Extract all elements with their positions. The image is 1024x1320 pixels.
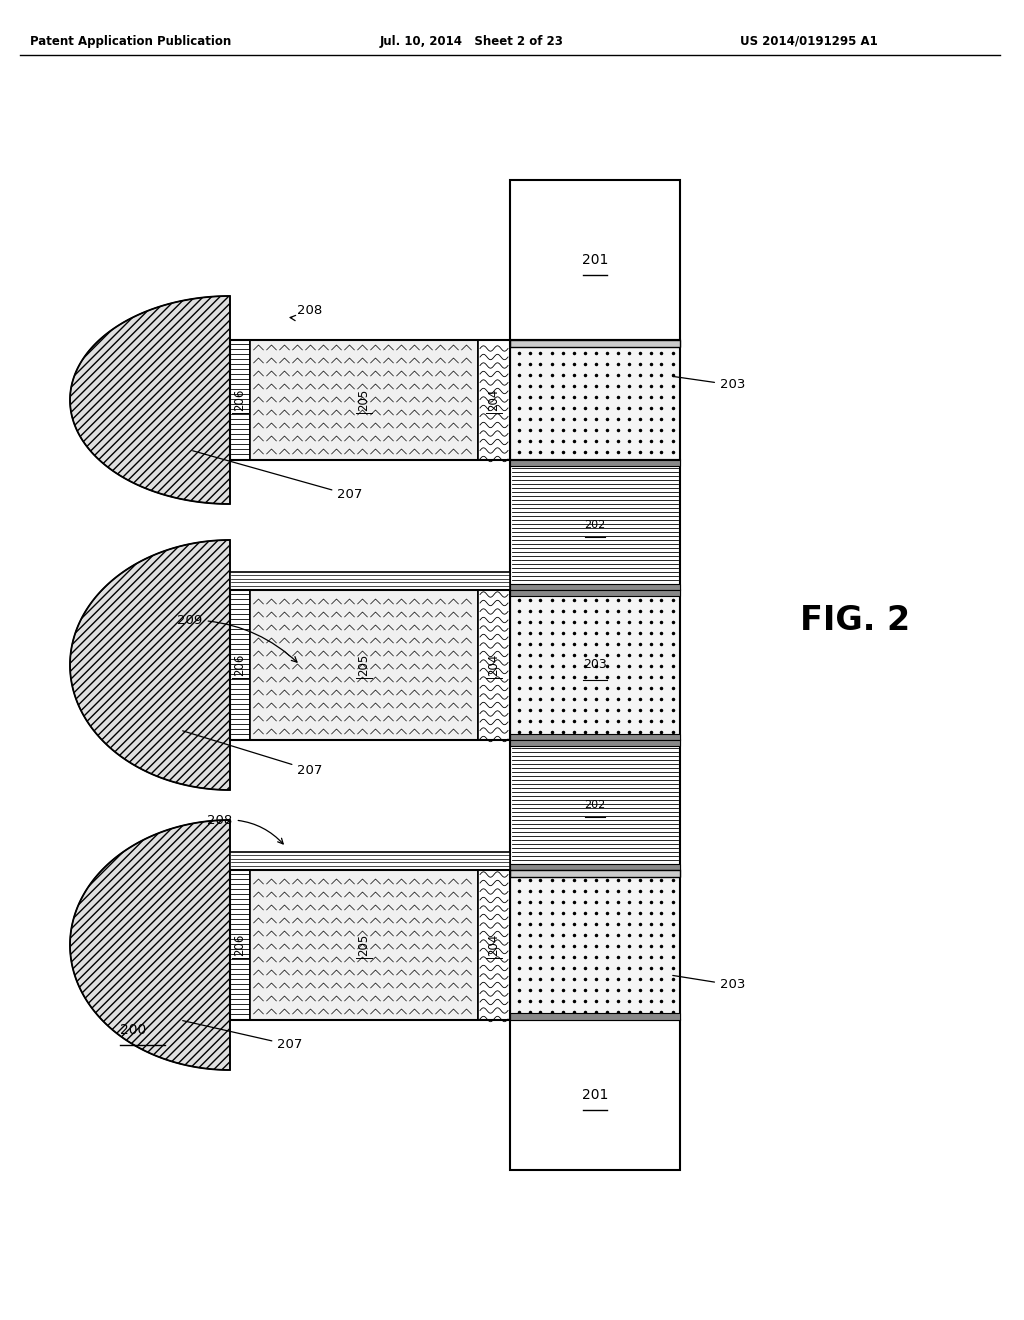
Bar [250, 870, 478, 1020]
Text: 202: 202 [585, 520, 605, 531]
Text: FIG. 2: FIG. 2 [800, 603, 910, 636]
Text: 204: 204 [487, 389, 501, 412]
Text: 208: 208 [208, 813, 284, 843]
Text: Patent Application Publication: Patent Application Publication [30, 36, 231, 48]
Polygon shape [70, 540, 230, 789]
Text: 206: 206 [233, 933, 247, 956]
Bar [510, 734, 680, 741]
Bar [478, 590, 510, 741]
Bar [230, 870, 250, 1020]
Text: 207: 207 [182, 731, 323, 776]
Text: 204: 204 [487, 933, 501, 956]
Text: 200: 200 [120, 1023, 146, 1038]
Text: US 2014/0191295 A1: US 2014/0191295 A1 [740, 36, 878, 48]
Bar [478, 341, 510, 459]
Text: 203: 203 [583, 659, 607, 672]
Text: 207: 207 [182, 1020, 303, 1052]
Bar [510, 583, 680, 590]
Text: 203: 203 [673, 975, 745, 991]
Text: 208: 208 [290, 304, 323, 321]
Text: 204: 204 [487, 653, 501, 676]
Text: Jul. 10, 2014   Sheet 2 of 23: Jul. 10, 2014 Sheet 2 of 23 [380, 36, 564, 48]
Text: 207: 207 [193, 450, 362, 502]
Bar [510, 741, 680, 746]
Bar [510, 590, 680, 741]
Bar [510, 180, 680, 341]
Text: 205: 205 [357, 389, 371, 411]
Bar [230, 590, 510, 741]
Bar [510, 741, 680, 870]
Text: 203: 203 [673, 376, 745, 392]
Polygon shape [70, 296, 230, 504]
Text: 201: 201 [582, 253, 608, 267]
Bar [510, 870, 680, 1020]
Bar [510, 1012, 680, 1020]
Bar [230, 870, 510, 1020]
Text: 202: 202 [585, 800, 605, 810]
Bar [510, 865, 680, 870]
Text: 206: 206 [233, 653, 247, 676]
Bar [230, 851, 510, 870]
Bar [510, 459, 680, 466]
Bar [478, 870, 510, 1020]
Text: 205: 205 [357, 933, 371, 956]
Bar [510, 341, 680, 459]
Text: 205: 205 [357, 653, 371, 676]
Bar [510, 341, 680, 347]
Bar [230, 341, 510, 459]
Bar [230, 590, 250, 741]
Text: 206: 206 [233, 389, 247, 412]
Bar [510, 590, 680, 597]
Bar [230, 572, 510, 590]
Text: 209: 209 [177, 614, 297, 663]
Bar [510, 1020, 680, 1170]
Bar [250, 590, 478, 741]
Bar [250, 341, 478, 459]
Bar [510, 459, 680, 590]
Bar [510, 870, 680, 876]
Bar [230, 341, 250, 459]
Polygon shape [70, 820, 230, 1071]
Text: 201: 201 [582, 1088, 608, 1102]
